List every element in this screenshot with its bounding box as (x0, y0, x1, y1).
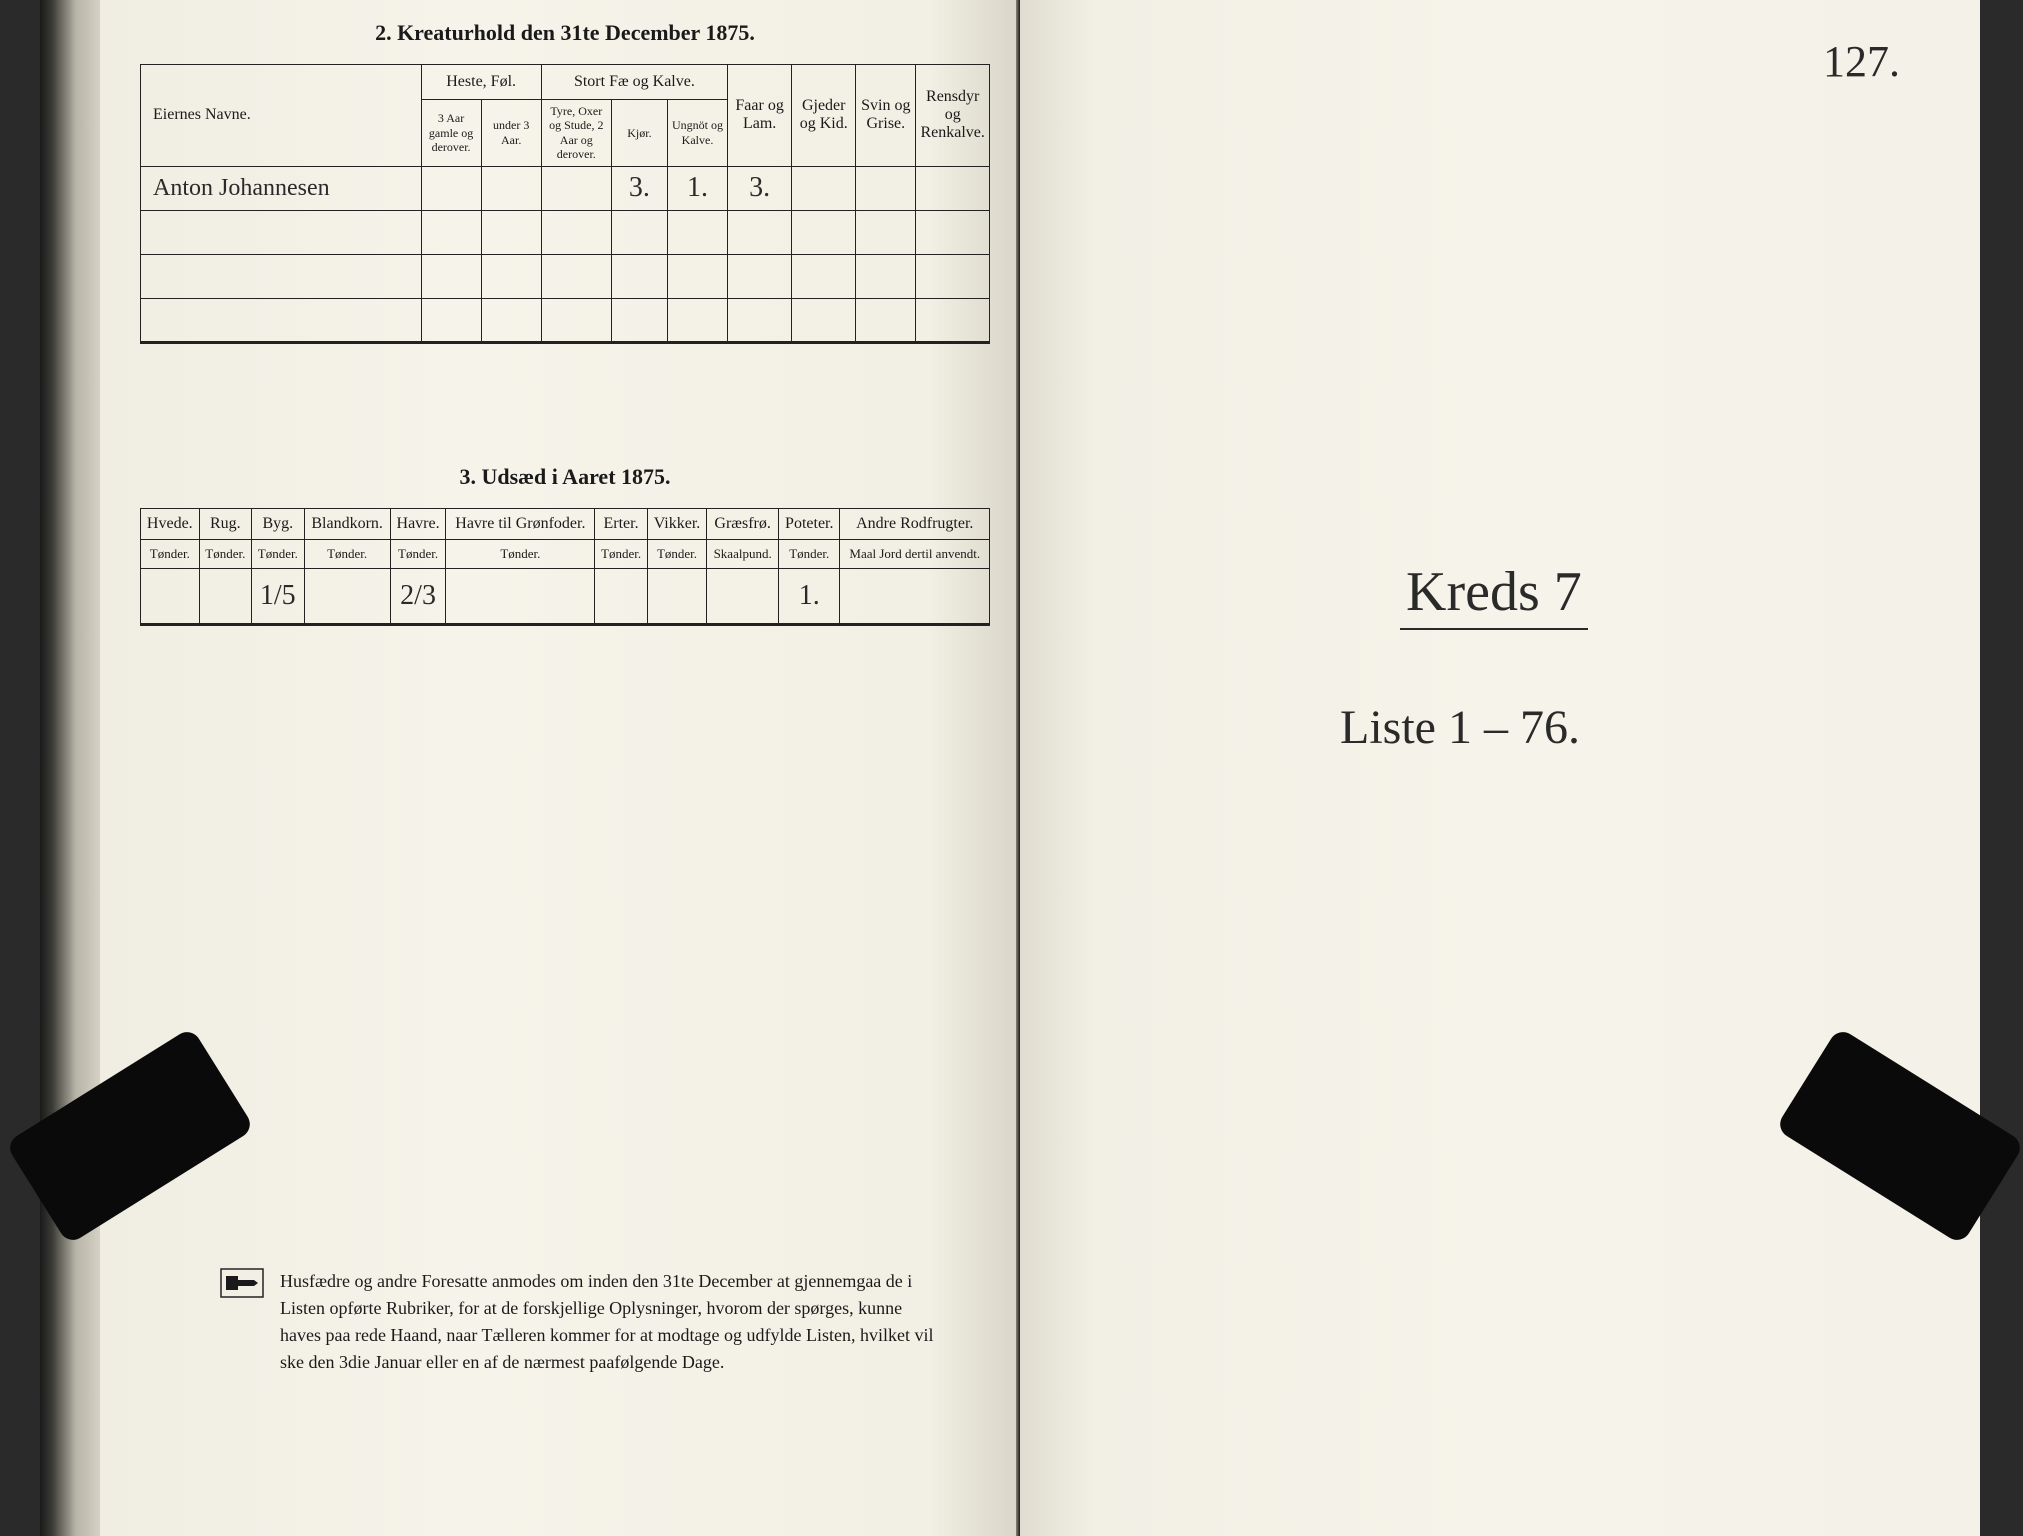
col-h2: under 3 Aar. (481, 100, 541, 167)
unit: Tønder. (252, 539, 304, 568)
unit: Tønder. (779, 539, 840, 568)
unit: Tønder. (647, 539, 706, 568)
table-row (141, 298, 990, 342)
footnote: Husfædre og andre Foresatte anmodes om i… (220, 1268, 940, 1376)
table-row: 1/5 2/3 1. (141, 568, 990, 624)
table-row (141, 254, 990, 298)
table-row (141, 210, 990, 254)
table-row: Anton Johannesen 3. 1. 3. (141, 166, 990, 210)
val-byg: 1/5 (260, 580, 296, 611)
val-poteter: 1. (799, 580, 820, 611)
col-erter: Erter. (595, 508, 647, 539)
pointing-hand-icon (220, 1268, 264, 1298)
left-page: 2. Kreaturhold den 31te December 1875. E… (100, 0, 1020, 1536)
val-faar: 3. (749, 172, 770, 203)
col-cattle: Stort Fæ og Kalve. (541, 65, 727, 100)
book-spine (40, 0, 100, 1536)
section3-title: 3. Udsæd i Aaret 1875. (140, 464, 990, 490)
unit: Tønder. (595, 539, 647, 568)
col-horses: Heste, Føl. (421, 65, 541, 100)
col-c2: Kjør. (611, 100, 667, 167)
owner-name: Anton Johannesen (153, 175, 330, 201)
col-havre-gron: Havre til Grønfoder. (446, 508, 595, 539)
col-havre: Havre. (390, 508, 446, 539)
col-rug: Rug. (199, 508, 251, 539)
page-number: 127. (1823, 36, 1900, 87)
unit: Tønder. (141, 539, 200, 568)
col-poteter: Poteter. (779, 508, 840, 539)
section2-title: 2. Kreaturhold den 31te December 1875. (140, 20, 990, 46)
right-page: 127. Kreds 7 Liste 1 – 76. (1020, 0, 1980, 1536)
unit: Tønder. (390, 539, 446, 568)
col-c3: Ungnöt og Kalve. (667, 100, 727, 167)
col-c1: Tyre, Oxer og Stude, 2 Aar og derover. (541, 100, 611, 167)
col-andre: Andre Rodfrugter. (840, 508, 990, 539)
unit: Tønder. (446, 539, 595, 568)
col-owner: Eiernes Navne. (141, 65, 422, 167)
col-h1: 3 Aar gamle og derover. (421, 100, 481, 167)
val-havre: 2/3 (400, 580, 436, 611)
col-hvede: Hvede. (141, 508, 200, 539)
liste-heading: Liste 1 – 76. (1340, 700, 1580, 755)
val-kjor: 3. (629, 172, 650, 203)
unit: Maal Jord dertil anvendt. (840, 539, 990, 568)
col-pigs: Svin og Grise. (856, 65, 916, 167)
unit: Skaalpund. (707, 539, 779, 568)
col-blandkorn: Blandkorn. (304, 508, 390, 539)
footnote-text: Husfædre og andre Foresatte anmodes om i… (280, 1268, 940, 1376)
col-reindeer: Rensdyr og Renkalve. (916, 65, 990, 167)
val-ungnot: 1. (687, 172, 708, 203)
unit: Tønder. (304, 539, 390, 568)
book-spread: 2. Kreaturhold den 31te December 1875. E… (40, 0, 1980, 1536)
col-byg: Byg. (252, 508, 304, 539)
livestock-table: Eiernes Navne. Heste, Føl. Stort Fæ og K… (140, 64, 990, 344)
kreds-heading: Kreds 7 (1400, 560, 1588, 630)
col-vikker: Vikker. (647, 508, 706, 539)
unit: Tønder. (199, 539, 251, 568)
col-goats: Gjeder og Kid. (792, 65, 856, 167)
col-sheep: Faar og Lam. (728, 65, 792, 167)
seed-table: Hvede. Rug. Byg. Blandkorn. Havre. Havre… (140, 508, 990, 626)
col-graesfro: Græsfrø. (707, 508, 779, 539)
